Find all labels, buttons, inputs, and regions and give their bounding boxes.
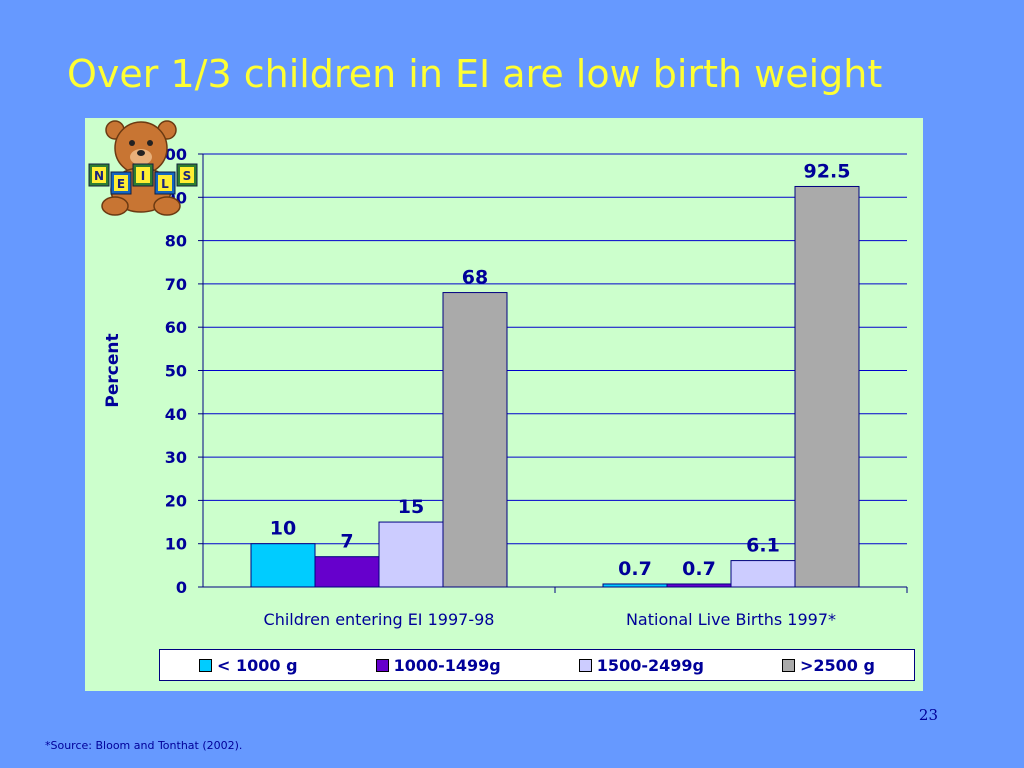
y-tick-label: 60 (165, 318, 187, 337)
x-category-label: Children entering EI 1997-98 (264, 610, 495, 629)
legend-swatch (199, 658, 213, 672)
letter-block-face (114, 175, 128, 191)
data-label: 7 (340, 531, 353, 553)
legend-item: 1500-2499g (578, 655, 704, 675)
bar-chart: 0102030405060708090100Percent1071568Chil… (103, 145, 908, 629)
letter-block-letter: S (183, 169, 192, 183)
legend-swatch (782, 658, 795, 672)
bar (250, 543, 316, 588)
bar (314, 556, 380, 588)
letter-block-letter: I (141, 169, 145, 183)
legend-item: >2500 g (782, 656, 875, 675)
data-label: 0.7 (618, 558, 652, 580)
letter-block-letter: N (94, 169, 104, 183)
letter-blocks: NE I LS (88, 163, 198, 195)
y-tick-label: 20 (165, 491, 187, 510)
y-tick-label: 30 (165, 448, 187, 467)
bar (602, 583, 668, 588)
bar (442, 292, 508, 588)
teddy-bear-with-blocks-icon: NE I LS (88, 120, 198, 216)
data-label: 10 (270, 518, 296, 540)
legend-swatch (578, 658, 592, 672)
bar (794, 185, 860, 588)
source-footnote: *Source: Bloom and Tonthat (2002). (45, 739, 243, 752)
legend-label: 1500-2499g (596, 655, 704, 675)
data-label: 92.5 (804, 160, 851, 182)
bar (666, 583, 732, 588)
page-number: 23 (918, 706, 938, 724)
x-category-label: National Live Births 1997* (626, 610, 836, 629)
y-tick-label: 40 (165, 405, 187, 424)
letter-block-letter: L (161, 177, 169, 191)
data-label: 15 (398, 496, 424, 518)
legend-item: 1000-1499g (375, 655, 501, 675)
bar (378, 521, 444, 588)
y-axis-title: Percent (103, 333, 123, 407)
legend-label: >2500 g (800, 655, 875, 675)
chart-panel: 0 10 20 30 40 50 60 70 80 90 100 Percent 10 7 15 68 Chil… (85, 118, 923, 691)
y-tick-label: 50 (165, 362, 187, 381)
slide-title: Over 1/3 children in EI are low birth we… (67, 52, 883, 96)
letter-block-letter: E (117, 177, 125, 191)
legend-swatch (375, 658, 389, 672)
letter-block-face (180, 167, 194, 183)
y-tick-label: 70 (165, 275, 187, 294)
data-label: 6.1 (746, 535, 780, 557)
y-tick-label: 80 (165, 232, 187, 251)
y-tick-label: 10 (165, 535, 187, 554)
legend-label: 1000-1499g (393, 655, 501, 675)
legend-label: < 1000 g (217, 655, 298, 675)
bar (730, 560, 796, 588)
legend-item: < 1000 g (199, 656, 298, 675)
letter-block-face (136, 167, 150, 183)
data-label: 68 (462, 267, 488, 289)
data-label: 0.7 (682, 558, 716, 580)
letter-block-face (92, 167, 106, 183)
letter-block-face (158, 175, 172, 191)
chart-legend: < 1000 g 1000-1499g 1500-2499g >2500 g (159, 649, 915, 681)
y-tick-label: 0 (176, 578, 187, 597)
